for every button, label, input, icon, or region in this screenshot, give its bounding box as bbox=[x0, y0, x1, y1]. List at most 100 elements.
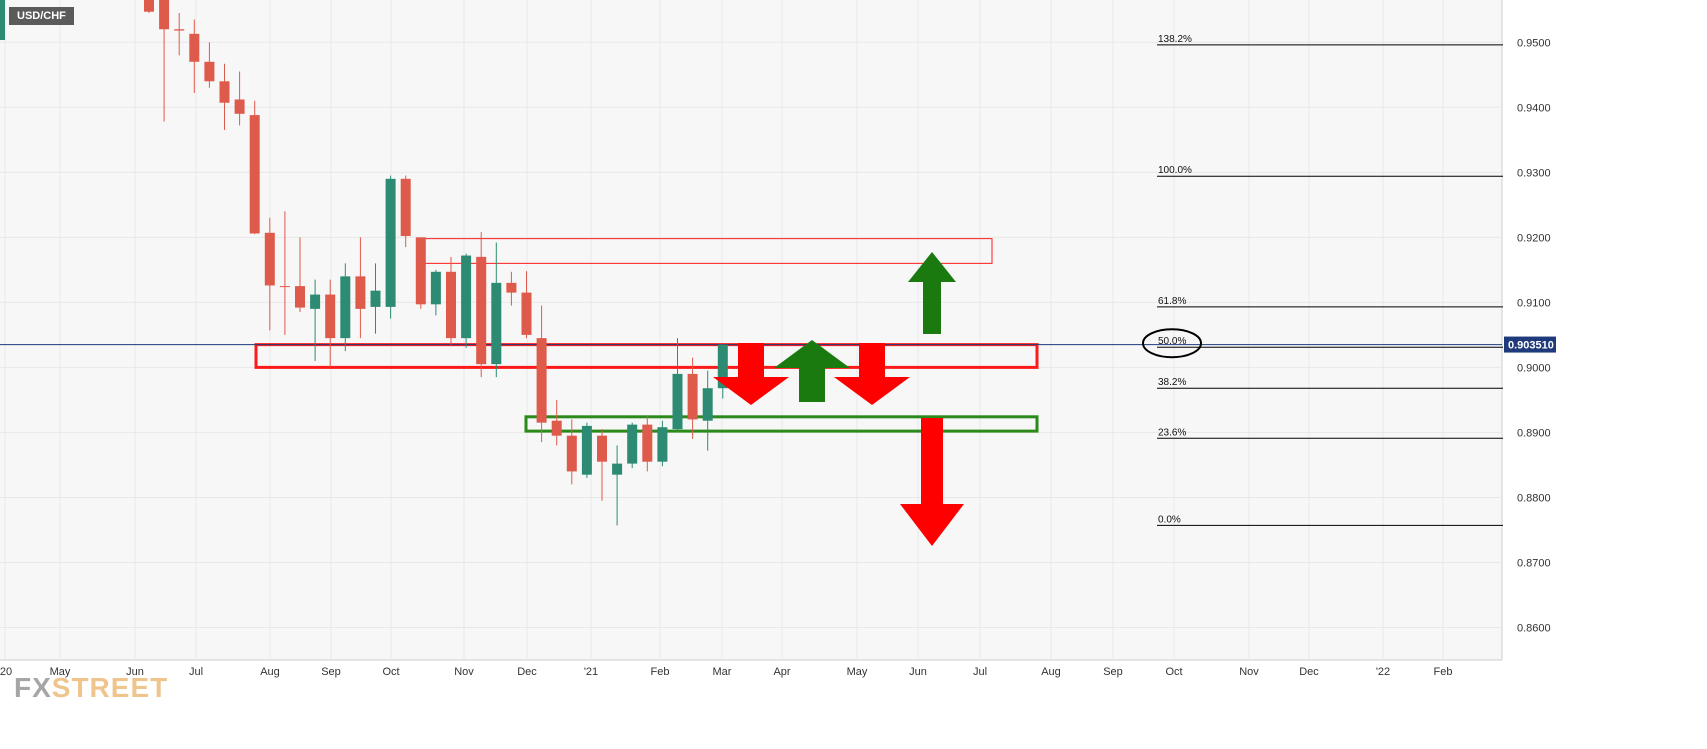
x-tick-label: Oct bbox=[382, 666, 399, 678]
x-tick-label: '21 bbox=[584, 666, 598, 678]
candle bbox=[385, 175, 396, 319]
candle bbox=[355, 237, 366, 339]
fib-level-label: 50.0% bbox=[1158, 336, 1186, 347]
candle bbox=[476, 232, 487, 378]
candle bbox=[264, 217, 275, 331]
x-tick-label: '20 bbox=[0, 666, 12, 678]
candle bbox=[249, 100, 260, 235]
arrow-down-red bbox=[713, 343, 789, 405]
candle-body bbox=[249, 115, 260, 234]
x-tick-label: May bbox=[847, 666, 868, 678]
candle bbox=[234, 71, 245, 126]
y-tick-label: 0.9500 bbox=[1517, 37, 1551, 49]
x-tick-label: Jul bbox=[973, 666, 987, 678]
candle bbox=[717, 344, 728, 399]
candle-body bbox=[506, 282, 517, 293]
candle-body bbox=[159, 0, 170, 30]
x-tick-label: Sep bbox=[1103, 666, 1123, 678]
candle-body bbox=[340, 276, 351, 339]
y-tick-label: 0.8700 bbox=[1517, 557, 1551, 569]
y-tick-label: 0.9200 bbox=[1517, 232, 1551, 244]
candle bbox=[461, 253, 472, 348]
candle-body bbox=[581, 425, 592, 475]
logo-part-street: STREET bbox=[51, 672, 169, 703]
candle bbox=[491, 242, 502, 378]
candle bbox=[506, 271, 517, 306]
candle-body bbox=[385, 178, 396, 307]
candle bbox=[687, 357, 698, 439]
candle bbox=[159, 0, 170, 122]
candle-body bbox=[566, 435, 577, 472]
candle bbox=[581, 422, 592, 478]
current-price-tag: 0.903510 bbox=[1504, 336, 1556, 353]
candle-body bbox=[310, 294, 321, 309]
candle bbox=[627, 422, 638, 469]
candle bbox=[672, 338, 683, 433]
x-tick-label: Oct bbox=[1165, 666, 1182, 678]
candle bbox=[295, 237, 305, 313]
fib-level-label: 0.0% bbox=[1158, 514, 1181, 525]
price-tag-box bbox=[1504, 336, 1556, 353]
candle-body bbox=[264, 232, 275, 286]
candle-body bbox=[461, 255, 472, 339]
highlight-ellipse bbox=[1142, 328, 1202, 359]
candle bbox=[551, 399, 562, 446]
candle bbox=[340, 263, 351, 352]
plot-area bbox=[0, 0, 1502, 660]
candle bbox=[219, 63, 230, 131]
fib-level-label: 23.6% bbox=[1158, 427, 1186, 438]
y-tick-label: 0.8900 bbox=[1517, 427, 1551, 439]
x-tick-label: May bbox=[50, 666, 71, 678]
fib-level-label: 38.2% bbox=[1158, 377, 1186, 388]
symbol-badge: USD/CHF bbox=[9, 7, 74, 25]
candle-body bbox=[717, 344, 728, 389]
y-tick-label: 0.9300 bbox=[1517, 167, 1551, 179]
candle-body bbox=[174, 29, 185, 31]
candle-body bbox=[657, 427, 668, 462]
x-tick-label: Jun bbox=[909, 666, 927, 678]
candle-body bbox=[189, 33, 200, 62]
candle bbox=[702, 370, 713, 451]
candle bbox=[612, 445, 623, 526]
candle-body bbox=[551, 420, 562, 436]
candle bbox=[446, 256, 456, 345]
arrow-down-red bbox=[834, 343, 910, 405]
candle bbox=[174, 13, 185, 56]
candle-body bbox=[446, 271, 456, 339]
fib-level-label: 61.8% bbox=[1158, 296, 1186, 307]
zone-green bbox=[524, 415, 1039, 433]
candle bbox=[204, 42, 215, 88]
x-tick-label: Aug bbox=[260, 666, 280, 678]
x-tick-label: Nov bbox=[454, 666, 474, 678]
candle-body bbox=[370, 290, 381, 307]
candle-body bbox=[536, 338, 547, 423]
candle bbox=[430, 269, 441, 316]
candle bbox=[325, 279, 336, 368]
arrow-down-red bbox=[900, 418, 964, 546]
x-tick-label: Feb bbox=[1434, 666, 1453, 678]
candle bbox=[536, 305, 547, 443]
candle-body bbox=[430, 271, 441, 305]
candle bbox=[370, 263, 381, 334]
candle bbox=[310, 279, 321, 361]
y-tick-label: 0.8600 bbox=[1517, 622, 1551, 634]
candle-body bbox=[612, 463, 623, 475]
x-tick-label: Feb bbox=[651, 666, 670, 678]
candle-body bbox=[627, 424, 638, 464]
x-tick-label: Jul bbox=[189, 666, 203, 678]
x-tick-label: Nov bbox=[1239, 666, 1259, 678]
fxstreet-logo: FXSTREET bbox=[14, 672, 168, 704]
y-tick-label: 0.9000 bbox=[1517, 362, 1551, 374]
logo-part-fx: FX bbox=[14, 672, 52, 703]
price-tag-text: 0.903510 bbox=[1508, 340, 1554, 352]
x-tick-label: Sep bbox=[321, 666, 341, 678]
y-tick-label: 0.8800 bbox=[1517, 492, 1551, 504]
y-tick-label: 0.9400 bbox=[1517, 102, 1551, 114]
candle-body bbox=[325, 294, 336, 339]
candle-body bbox=[521, 292, 532, 335]
x-tick-label: Dec bbox=[517, 666, 537, 678]
candle-body bbox=[355, 276, 366, 309]
candle-body bbox=[279, 286, 290, 288]
candle-body bbox=[702, 388, 713, 421]
